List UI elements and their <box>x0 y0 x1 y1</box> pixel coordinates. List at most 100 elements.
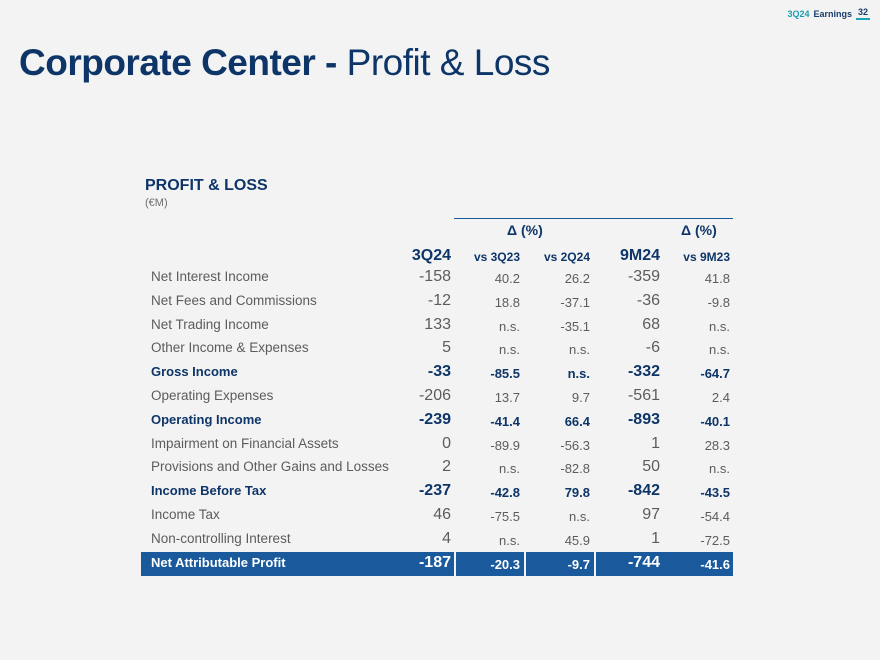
value-9m24: -359 <box>627 268 660 285</box>
value-9m24: -36 <box>636 291 660 309</box>
value-3q24: -239 <box>418 410 451 428</box>
value-3q24: -187 <box>418 553 451 571</box>
value-vs-2q24: n.s. <box>569 342 590 358</box>
table-row: Net Trading Income 133 n.s. -35.1 68 n.s. <box>141 314 733 338</box>
value-vs-2q24: 26.2 <box>564 271 590 286</box>
row-label: Operating Expenses <box>151 388 274 403</box>
row-label: Operating Income <box>151 411 262 427</box>
row-label: Provisions and Other Gains and Losses <box>151 459 389 475</box>
value-vs-2q24: 9.7 <box>571 390 590 405</box>
table-row: Income Tax 46 -75.5 n.s. 97 -54.4 <box>141 504 733 528</box>
value-vs-3q23: n.s. <box>499 532 520 548</box>
page-number: 32 <box>855 7 870 20</box>
table-row: Provisions and Other Gains and Losses 2 n.… <box>141 456 733 480</box>
column-separator <box>594 551 596 576</box>
col-header-vs-2q24: vs 2Q24 <box>543 250 590 264</box>
table-row: Operating Expenses -206 13.7 9.7 -561 2.4 <box>141 385 733 409</box>
value-vs-3q23: -41.4 <box>490 413 520 429</box>
value-9m24: -561 <box>627 387 660 404</box>
value-vs-9m23: n.s. <box>709 342 730 358</box>
value-vs-9m23: n.s. <box>709 461 730 477</box>
table-row: Other Income & Expenses 5 n.s. n.s. -6 n.s. <box>141 337 733 361</box>
value-vs-3q23: 18.8 <box>494 294 520 310</box>
value-vs-2q24: -82.8 <box>560 461 590 477</box>
table-row: Income Before Tax -237 -42.8 79.8 -842 -43.5 <box>141 480 733 504</box>
value-vs-9m23: 41.8 <box>704 271 730 286</box>
value-3q24: 46 <box>433 506 451 523</box>
value-3q24: -206 <box>418 387 451 404</box>
value-3q24: -158 <box>418 268 451 285</box>
row-label: Income Tax <box>151 507 220 522</box>
page-title: Corporate Center - Profit & Loss <box>19 42 550 84</box>
value-9m24: 1 <box>651 434 660 452</box>
value-vs-9m23: -41.6 <box>700 556 730 572</box>
value-9m24: 68 <box>642 315 660 333</box>
value-vs-2q24: 45.9 <box>564 532 590 548</box>
value-9m24: -6 <box>645 339 660 357</box>
value-9m24: 1 <box>651 529 660 547</box>
row-label: Net Fees and Commissions <box>151 292 317 308</box>
value-3q24: 0 <box>442 434 451 452</box>
value-vs-3q23: -42.8 <box>490 485 520 501</box>
value-vs-2q24: 66.4 <box>564 413 590 429</box>
value-9m24: -842 <box>627 482 660 500</box>
value-vs-2q24: -56.3 <box>560 437 590 453</box>
group-label-quarter: Δ (%) <box>507 222 543 238</box>
value-vs-3q23: -20.3 <box>490 556 520 572</box>
row-label: Impairment on Financial Assets <box>151 435 339 451</box>
value-vs-9m23: -40.1 <box>700 413 730 429</box>
value-9m24: -744 <box>627 553 660 571</box>
row-label: Net Interest Income <box>151 269 269 284</box>
value-3q24: 133 <box>424 315 451 333</box>
row-label: Net Trading Income <box>151 316 269 332</box>
value-vs-3q23: 13.7 <box>494 390 520 405</box>
value-vs-9m23: -54.4 <box>700 509 730 524</box>
value-vs-3q23: n.s. <box>499 318 520 334</box>
value-3q24: 5 <box>442 339 451 357</box>
table-row: Non-controlling Interest 4 n.s. 45.9 1 -72.5 <box>141 528 733 552</box>
row-label: Income Before Tax <box>151 483 267 499</box>
value-vs-9m23: -72.5 <box>700 532 730 548</box>
table-row: Impairment on Financial Assets 0 -89.9 -56.… <box>141 433 733 457</box>
value-9m24: -332 <box>627 363 660 381</box>
col-header-vs-9m23: vs 9M23 <box>683 250 730 264</box>
value-3q24: 2 <box>442 458 451 476</box>
value-vs-9m23: -9.8 <box>707 294 730 310</box>
value-vs-3q23: n.s. <box>499 461 520 477</box>
section-title: PROFIT & LOSS <box>145 177 268 194</box>
value-vs-3q23: -85.5 <box>490 366 520 382</box>
value-9m24: 97 <box>642 506 660 523</box>
row-label: Net Attributable Profit <box>151 554 286 570</box>
value-vs-9m23: 2.4 <box>711 390 730 405</box>
value-vs-3q23: -75.5 <box>490 509 520 524</box>
value-3q24: -12 <box>427 291 451 309</box>
value-vs-9m23: -43.5 <box>700 485 730 501</box>
value-vs-2q24: 79.8 <box>564 485 590 501</box>
header-label: Earnings <box>813 8 852 19</box>
value-vs-3q23: -89.9 <box>490 437 520 453</box>
col-header-vs-3q23: vs 3Q23 <box>473 250 520 264</box>
value-9m24: 50 <box>642 458 660 476</box>
row-label: Non-controlling Interest <box>151 530 291 546</box>
section-unit: (€M) <box>145 197 168 209</box>
col-header-3q24: 3Q24 <box>411 247 451 264</box>
column-separator <box>524 551 526 576</box>
value-9m24: -893 <box>627 410 660 428</box>
value-vs-2q24: -35.1 <box>560 318 590 334</box>
value-vs-3q23: 40.2 <box>494 271 520 286</box>
table-row: Net Interest Income -158 40.2 26.2 -359 41.8 <box>141 266 733 290</box>
value-vs-2q24: -9.7 <box>567 556 590 572</box>
value-vs-9m23: n.s. <box>709 318 730 334</box>
value-vs-2q24: -37.1 <box>560 294 590 310</box>
table-row: Net Fees and Commissions -12 18.8 -37.1 -36 -… <box>141 290 733 314</box>
value-vs-2q24: n.s. <box>567 366 590 382</box>
table-header: 3Q24 vs 3Q23 vs 2Q24 9M24 vs 9M23 <box>141 247 733 270</box>
column-separator <box>454 551 456 576</box>
col-header-9m24: 9M24 <box>619 247 660 264</box>
value-3q24: -237 <box>418 482 451 500</box>
group-label-ytd: Δ (%) <box>681 222 717 238</box>
value-vs-3q23: n.s. <box>499 342 520 358</box>
page-title-bold: Corporate Center - <box>19 42 337 83</box>
row-label: Gross Income <box>151 364 238 380</box>
header-period: 3Q24 <box>787 8 810 19</box>
